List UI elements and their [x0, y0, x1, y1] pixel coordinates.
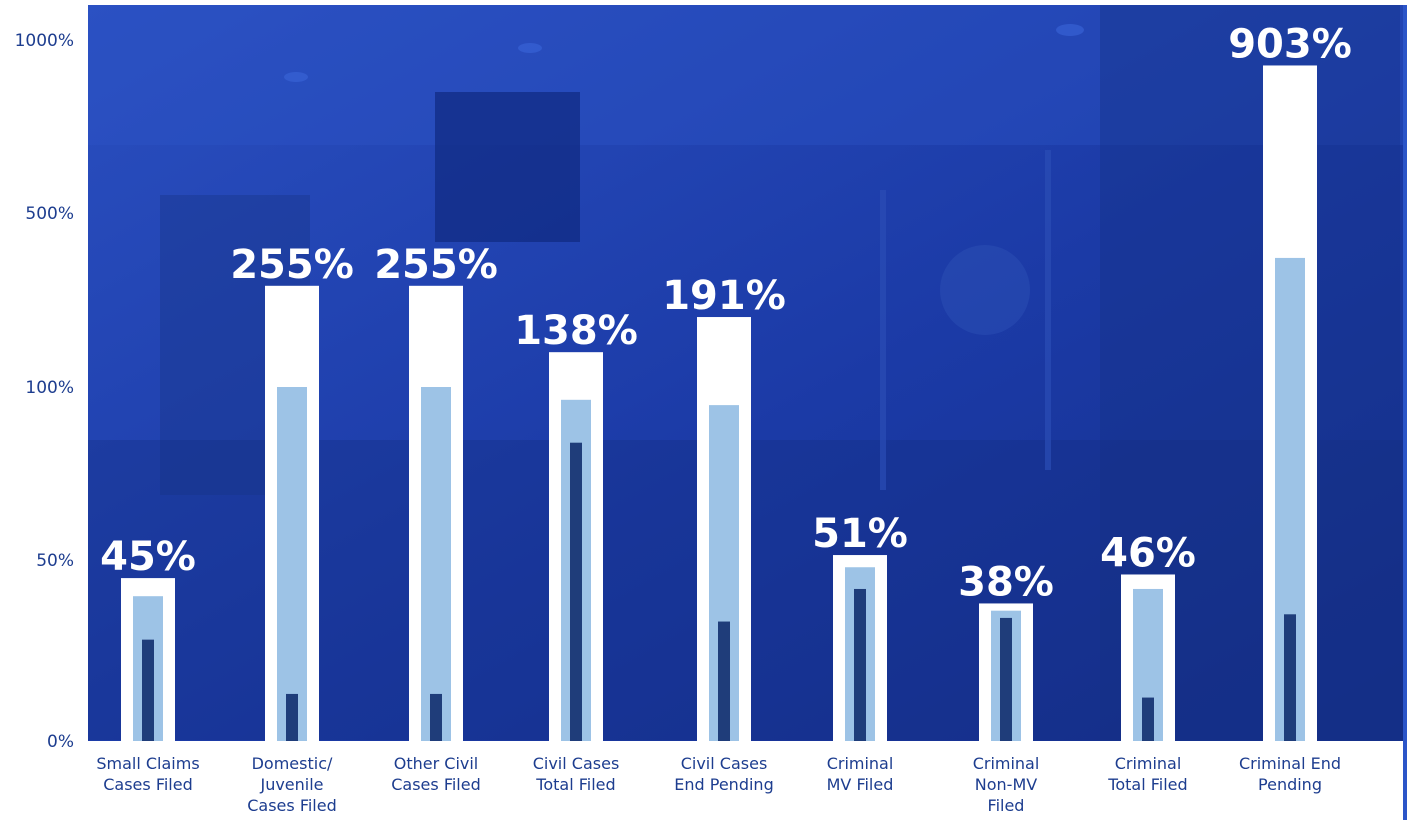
category-label-line: Criminal: [973, 754, 1040, 773]
category-label-line: MV Filed: [827, 775, 894, 794]
category-label-line: Other Civil: [394, 754, 479, 773]
category-label-line: Pending: [1258, 775, 1322, 794]
data-label: 138%: [514, 308, 638, 354]
bar-inner: [142, 639, 154, 741]
bar-inner: [1142, 697, 1154, 741]
category-label: Criminal Total Filed: [1107, 754, 1187, 794]
category-label-line: Total Filed: [1107, 775, 1187, 794]
y-tick-label: 1000%: [15, 31, 74, 51]
category-label: Criminal MV Filed: [827, 754, 894, 794]
y-tick-label: 100%: [25, 378, 74, 398]
data-label: 903%: [1228, 21, 1352, 67]
bar-inner: [718, 621, 730, 741]
bar-inner: [570, 442, 582, 741]
data-label: 191%: [662, 273, 786, 319]
category-label-line: End Pending: [674, 775, 773, 794]
bar-middle: [277, 387, 307, 741]
category-label-line: Civil Cases: [681, 754, 768, 773]
category-label-line: Non-MV: [975, 775, 1037, 794]
right-rule: [1403, 5, 1407, 820]
category-label: Small Claims Cases Filed: [96, 754, 199, 794]
category-label-line: Domestic/: [252, 754, 333, 773]
category-label-line: Criminal End: [1239, 754, 1341, 773]
category-label-line: Criminal: [827, 754, 894, 773]
bar-inner: [286, 693, 298, 741]
category-label: Other Civil Cases Filed: [391, 754, 481, 794]
bar-middle: [421, 387, 451, 741]
category-label: Criminal End Pending: [1239, 754, 1341, 794]
category-label-line: Small Claims: [96, 754, 199, 773]
bar-inner: [1284, 614, 1296, 741]
category-label-line: Juvenile: [259, 775, 323, 794]
category-label: Criminal Non-MV Filed: [973, 754, 1040, 815]
data-label: 51%: [812, 511, 908, 557]
y-tick-label: 0%: [47, 732, 74, 752]
category-label: Civil Cases Total Filed: [533, 754, 620, 794]
y-tick-label: 50%: [36, 551, 74, 571]
category-label-line: Total Filed: [535, 775, 615, 794]
data-label: 255%: [230, 242, 354, 288]
bar-inner: [854, 588, 866, 741]
category-label-line: Cases Filed: [391, 775, 481, 794]
category-label-line: Criminal: [1115, 754, 1182, 773]
category-label: Domestic/Juvenile Cases Filed: [247, 754, 337, 815]
data-label: 38%: [958, 559, 1054, 605]
data-label: 46%: [1100, 530, 1196, 576]
category-label-line: Filed: [988, 796, 1025, 815]
category-label-line: Civil Cases: [533, 754, 620, 773]
category-label: Civil Cases End Pending: [674, 754, 773, 794]
bar-inner: [430, 693, 442, 741]
data-label: 255%: [374, 242, 498, 288]
data-label: 45%: [100, 534, 196, 580]
bar-inner: [1000, 617, 1012, 741]
category-label-line: Cases Filed: [247, 796, 337, 815]
y-tick-label: 500%: [25, 204, 74, 224]
category-label-line: Cases Filed: [103, 775, 193, 794]
